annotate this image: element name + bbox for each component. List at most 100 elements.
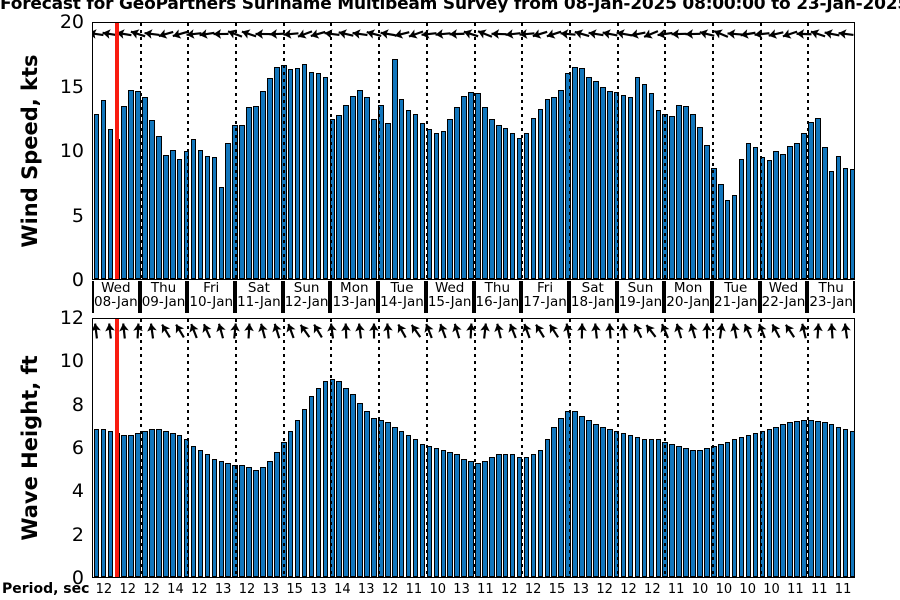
- wind-day-gridline: [807, 23, 810, 279]
- day-of-week-label: Thu: [818, 281, 844, 296]
- wave-bar: [669, 443, 675, 577]
- day-axis-cell[interactable]: Sun 12-Jan: [282, 281, 331, 313]
- wave-bar: [731, 439, 738, 577]
- wind-bar: [773, 151, 779, 279]
- wind-bar: [142, 97, 148, 279]
- wind-day-gridline: [616, 23, 619, 279]
- period-value: 12: [620, 582, 637, 597]
- day-of-week-label: Mon: [340, 281, 369, 296]
- day-of-week-label: Thu: [150, 281, 177, 296]
- wind-bar: [454, 107, 460, 279]
- day-of-week-label: Sun: [627, 281, 654, 296]
- wave-plot-area[interactable]: [92, 318, 855, 578]
- period-value: 11: [834, 582, 852, 597]
- wind-bar: [336, 115, 342, 279]
- day-axis-cell[interactable]: Thu 23-Jan: [807, 281, 855, 313]
- day-of-month-label: 15-Jan: [427, 294, 472, 310]
- wind-bar: [322, 76, 329, 279]
- wave-bar: [253, 469, 259, 577]
- wind-bar: [683, 106, 689, 279]
- wave-bar: [697, 450, 703, 577]
- wave-bar: [267, 460, 273, 577]
- wind-bar: [606, 90, 613, 279]
- wind-bar: [433, 133, 440, 279]
- wave-day-gridline: [807, 319, 810, 577]
- day-axis-cell[interactable]: Mon 20-Jan: [664, 281, 712, 313]
- wind-bar: [489, 119, 495, 279]
- wave-bar: [287, 430, 294, 577]
- period-value: 11: [477, 582, 494, 597]
- wave-day-gridline: [139, 319, 142, 577]
- wind-bar: [440, 130, 447, 279]
- wind-bar: [676, 104, 682, 279]
- wind-bar: [294, 67, 301, 279]
- wave-day-gridline: [759, 319, 762, 577]
- wind-bar: [815, 117, 821, 279]
- day-axis-cell[interactable]: Sun 19-Jan: [616, 281, 665, 313]
- wind-day-gridline: [711, 23, 714, 279]
- day-axis-cell[interactable]: Sat 18-Jan: [568, 281, 617, 313]
- wind-bar: [496, 125, 502, 279]
- period-value: 10: [691, 582, 709, 597]
- wind-bar: [697, 126, 703, 279]
- wave-bar: [593, 424, 599, 577]
- wave-bar: [142, 430, 148, 577]
- day-axis-cell[interactable]: Tue 21-Jan: [711, 281, 760, 313]
- day-axis-cell[interactable]: Sat 11-Jan: [235, 281, 283, 313]
- wave-bar: [128, 435, 134, 577]
- wind-bar: [218, 186, 225, 279]
- day-axis-strip: Wed 08-Jan Thu 09-Jan Fri 10-Jan Sat 11-Jan Sun 1…: [92, 281, 855, 313]
- day-of-month-label: 13-Jan: [332, 294, 377, 310]
- wave-day-gridline: [330, 319, 333, 577]
- wave-bar: [787, 422, 793, 577]
- now-marker-line-wave: [115, 319, 120, 577]
- day-of-week-label: Wed: [101, 281, 131, 296]
- wave-bar: [163, 430, 169, 577]
- wave-bar: [502, 454, 509, 577]
- wave-y-tick-label: 2: [71, 523, 84, 546]
- wind-bar-series: [93, 23, 854, 279]
- day-axis-cell[interactable]: Wed 22-Jan: [759, 281, 808, 313]
- wave-bar: [572, 411, 578, 577]
- wave-bar: [385, 422, 391, 577]
- day-axis-cell[interactable]: Wed 08-Jan: [92, 281, 140, 313]
- wind-day-gridline: [282, 23, 285, 279]
- day-of-month-label: 11-Jan: [237, 294, 281, 310]
- day-axis-cell[interactable]: Wed 15-Jan: [425, 281, 474, 313]
- wave-bar: [308, 396, 315, 577]
- wind-plot-area[interactable]: [92, 22, 855, 280]
- wind-bar: [475, 93, 481, 279]
- period-value: 12: [143, 582, 160, 597]
- wave-bar: [752, 432, 759, 577]
- wind-bar: [461, 95, 467, 279]
- day-of-week-label: Wed: [768, 281, 799, 296]
- wave-bar: [558, 417, 564, 577]
- day-axis-cell[interactable]: Thu 16-Jan: [473, 281, 522, 313]
- wave-bar: [433, 448, 440, 577]
- wind-bar: [350, 95, 356, 279]
- period-value: 15: [286, 582, 303, 597]
- wind-bar: [204, 156, 211, 279]
- wind-bar: [260, 90, 266, 279]
- wind-bar: [724, 199, 731, 279]
- wind-day-gridline: [378, 23, 381, 279]
- day-axis-cell[interactable]: Thu 09-Jan: [139, 281, 188, 313]
- wave-bar: [683, 448, 689, 577]
- day-axis-cell[interactable]: Fri 17-Jan: [521, 281, 569, 313]
- day-axis-cell[interactable]: Tue 14-Jan: [378, 281, 426, 313]
- day-of-month-label: 10-Jan: [189, 294, 234, 310]
- wave-axis-label: Wave Height, ft: [18, 355, 42, 541]
- wind-y-tick-label: 0: [71, 269, 84, 291]
- wind-bar: [600, 87, 606, 279]
- wave-bar: [530, 454, 537, 577]
- wind-bar: [579, 67, 585, 279]
- day-axis-cell[interactable]: Fri 10-Jan: [187, 281, 236, 313]
- wave-day-gridline: [235, 319, 238, 577]
- day-axis-cell[interactable]: Mon 13-Jan: [330, 281, 379, 313]
- wave-bar: [239, 465, 245, 577]
- day-of-week-label: Fri: [203, 281, 220, 296]
- wave-bar: [197, 450, 204, 577]
- wave-bar: [447, 452, 453, 577]
- period-value: 13: [357, 582, 375, 597]
